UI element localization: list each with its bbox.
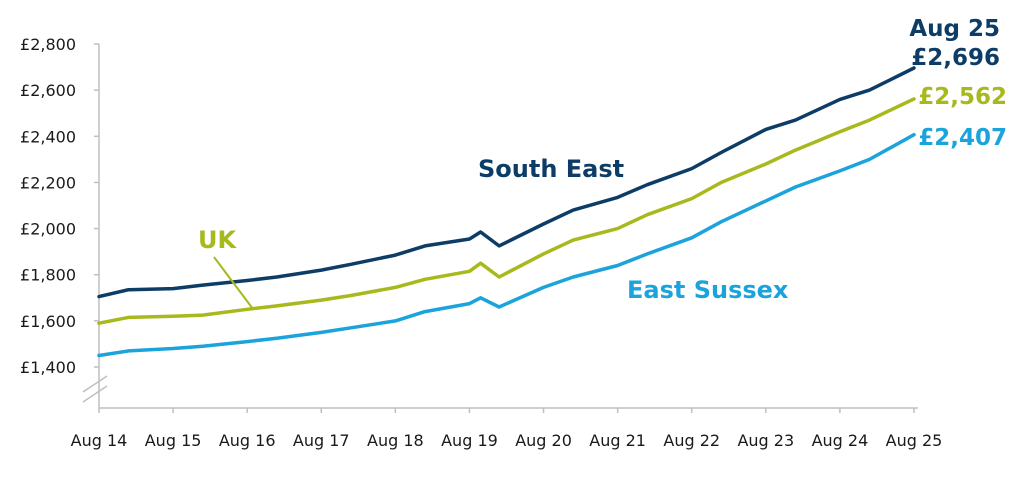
series-layer (97, 66, 916, 358)
x-tick-label: Aug 18 (367, 431, 424, 450)
y-tick-label: £2,600 (20, 81, 76, 100)
end-date-label: Aug 25 (909, 16, 1000, 42)
x-tick-label: Aug 15 (145, 431, 202, 450)
axis-break-mark (82, 385, 108, 403)
end-value-east-sussex: £2,407 (918, 125, 1007, 151)
series-line-east-sussex (97, 132, 916, 358)
y-tick-label: £2,000 (20, 220, 76, 239)
x-tick-label: Aug 22 (663, 431, 720, 450)
x-tick-label: Aug 23 (737, 431, 794, 450)
y-tick-label: £2,400 (20, 127, 76, 146)
series-label-south-east: South East (478, 155, 624, 183)
x-tick-label: Aug 14 (71, 431, 128, 450)
x-tick-label: Aug 20 (515, 431, 572, 450)
end-value-south-east: £2,696 (911, 45, 1000, 71)
x-tick-label: Aug 17 (293, 431, 350, 450)
y-tick-label: £2,800 (20, 35, 76, 54)
x-tick-label: Aug 21 (589, 431, 646, 450)
y-tick-label: £2,200 (20, 173, 76, 192)
x-axis: Aug 14 Aug 15 Aug 16 Aug 17 Aug 18 Aug 19 Aug … (71, 407, 943, 450)
y-axis: £1,400 £1,600 £1,800 £2,000 £2,200 £2,400 £2,6… (20, 35, 108, 408)
axis-break-mark (82, 375, 108, 393)
series-label-uk: UK (198, 226, 237, 254)
uk-label-pointer (213, 256, 254, 310)
series-line-uk (97, 97, 916, 325)
x-tick-label: Aug 25 (886, 431, 943, 450)
series-line-south-east (97, 66, 916, 299)
series-label-east-sussex: East Sussex (627, 276, 789, 304)
y-tick-label: £1,400 (20, 358, 76, 377)
y-tick-label: £1,800 (20, 266, 76, 285)
x-tick-label: Aug 24 (812, 431, 869, 450)
y-tick-label: £1,600 (20, 312, 76, 331)
x-tick-label: Aug 19 (441, 431, 498, 450)
end-value-uk: £2,562 (918, 84, 1007, 110)
x-tick-label: Aug 16 (219, 431, 276, 450)
